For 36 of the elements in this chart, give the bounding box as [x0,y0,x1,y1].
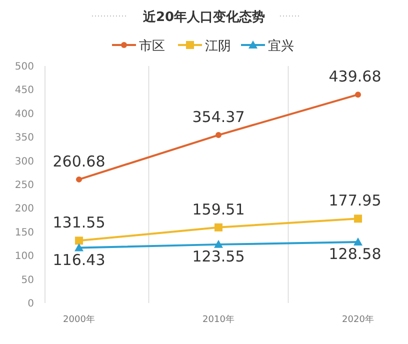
point [214,240,223,248]
point [76,176,82,182]
y-tick-label: 150 [14,227,34,238]
legend-label: 市区 [139,39,165,54]
data-label: 177.95 [328,192,382,210]
point [216,132,222,138]
y-tick-label: 0 [28,298,34,310]
y-tick-label: 50 [21,274,34,286]
y-tick-label: 400 [14,108,34,120]
data-label: 159.51 [192,200,245,218]
y-tick-label: 250 [14,180,34,191]
point [75,236,83,245]
point [74,243,84,252]
point [355,92,361,98]
y-tick-label: 100 [14,251,34,262]
x-tick-label: 2010年 [202,314,234,325]
data-label: 131.55 [52,214,106,232]
data-label: 260.68 [52,152,106,170]
y-tick-label: 350 [14,132,34,144]
data-label: 439.68 [328,68,382,86]
chart-title: 近20年人口变化态势 [142,9,266,25]
y-tick-label: 200 [14,204,34,215]
y-tick-label: 500 [14,62,34,72]
y-tick-label: 450 [14,85,34,96]
data-label: 128.58 [328,245,382,264]
point [354,238,362,246]
legend-label: 江阴 [205,39,231,54]
data-label: 116.43 [52,250,106,269]
y-tick-label: 300 [14,156,34,168]
point [354,214,362,223]
data-label: 123.55 [192,247,245,266]
x-tick-label: 2020年 [342,314,374,325]
point [214,223,222,232]
legend-label: 宜兴 [268,38,294,54]
x-tick-label: 2000年 [63,314,95,325]
data-label: 354.37 [192,108,245,126]
